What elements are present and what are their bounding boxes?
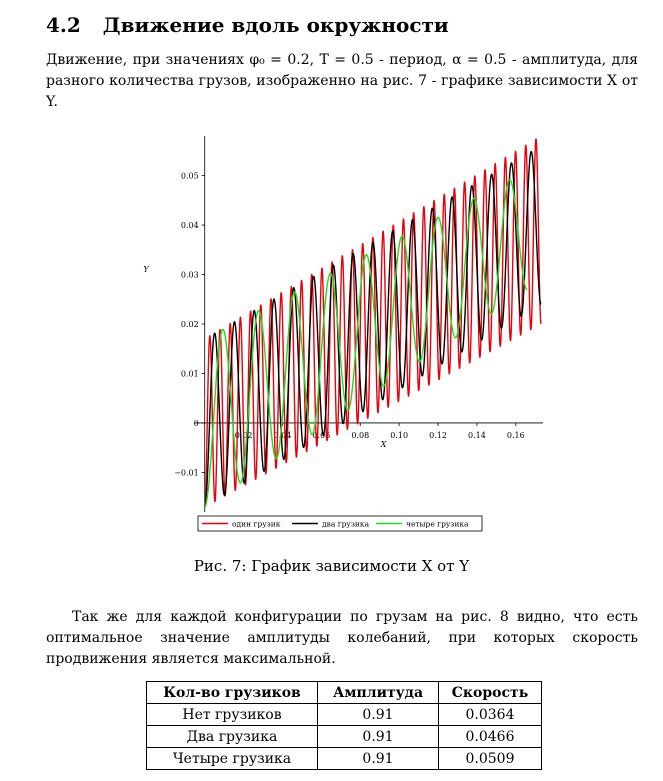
legend-label: четыре грузика — [406, 520, 469, 529]
series-line — [204, 138, 542, 508]
x-tick-label: 0.10 — [390, 431, 408, 440]
table-header-cell: Скорость — [438, 681, 542, 704]
y-tick-label: 0.01 — [181, 369, 199, 378]
table-cell: 0.91 — [317, 703, 439, 726]
intro-paragraph: Движение, при значениях φ₀ = 0.2, T = 0.… — [46, 52, 638, 110]
x-tick-label: 0.14 — [468, 431, 486, 440]
x-axis-label: X — [380, 440, 387, 449]
y-tick-label: 0.05 — [181, 172, 199, 181]
x-tick-label: 0.04 — [274, 431, 292, 440]
results-table: Кол-во грузиков Амплитуда Скорость Нет г… — [146, 681, 542, 770]
figure-caption: Рис. 7: График зависимости X от Y — [193, 557, 470, 575]
y-tick-label: 0 — [194, 419, 199, 428]
table-header-cell: Кол-во грузиков — [146, 681, 318, 704]
table-cell: Два грузика — [146, 725, 318, 748]
x-tick-label: 0.06 — [312, 431, 330, 440]
table-cell: 0.0509 — [438, 747, 542, 770]
table-row: Четыре грузика 0.91 0.0509 — [146, 747, 542, 770]
legend-label: два грузика — [322, 520, 370, 529]
y-axis-label: Y — [143, 265, 149, 274]
x-tick-label: 0.12 — [429, 431, 447, 440]
section-title: Движение вдоль окружности — [102, 13, 449, 37]
table-cell: 0.0466 — [438, 725, 542, 748]
chart-series — [204, 138, 542, 508]
y-tick-label: 0.03 — [181, 271, 199, 280]
table-cell: 0.91 — [317, 725, 439, 748]
table-cell: Четыре грузика — [146, 747, 318, 770]
section-number: 4.2 — [46, 13, 81, 37]
table-header-cell: Амплитуда — [317, 681, 439, 704]
x-tick-label: 0.16 — [507, 431, 525, 440]
table-cell: 0.0364 — [438, 703, 542, 726]
body-paragraph: Так же для каждой конфигурации по грузам… — [46, 609, 638, 667]
y-tick-label: 0.02 — [181, 320, 199, 329]
table-cell: Нет грузиков — [146, 703, 318, 726]
legend-box — [197, 515, 483, 532]
series-line — [204, 150, 542, 508]
series-line — [204, 179, 529, 508]
y-tick-label: 0.04 — [181, 221, 199, 230]
section-heading: 4.2 Движение вдоль окружности — [46, 13, 449, 37]
legend-label: один грузик — [232, 520, 281, 529]
chart-legend: один грузик два грузика четыре грузика — [197, 515, 483, 532]
table-row: Нет грузиков 0.91 0.0364 — [146, 703, 542, 726]
y-tick-label: −0.01 — [174, 468, 199, 477]
table-cell: 0.91 — [317, 747, 439, 770]
x-tick-label: 0.08 — [351, 431, 369, 440]
table-row: Два грузика 0.91 0.0466 — [146, 725, 542, 748]
table-header-row: Кол-во грузиков Амплитуда Скорость — [146, 681, 542, 704]
